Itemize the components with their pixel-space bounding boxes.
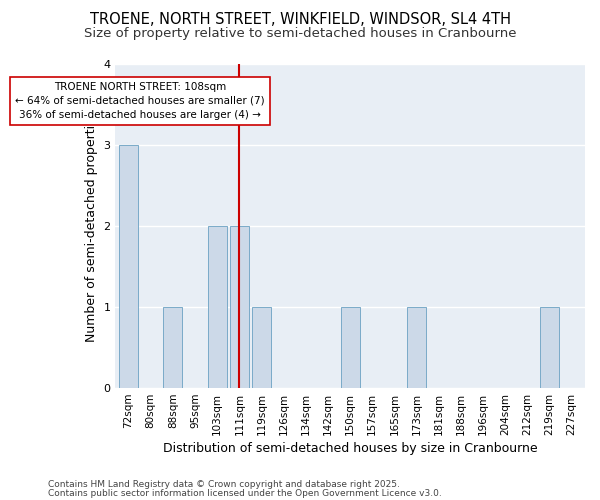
Text: Size of property relative to semi-detached houses in Cranbourne: Size of property relative to semi-detach… bbox=[84, 28, 516, 40]
Bar bbox=[252, 307, 271, 388]
Bar bbox=[341, 307, 359, 388]
Text: TROENE, NORTH STREET, WINKFIELD, WINDSOR, SL4 4TH: TROENE, NORTH STREET, WINKFIELD, WINDSOR… bbox=[89, 12, 511, 28]
Text: Contains HM Land Registry data © Crown copyright and database right 2025.: Contains HM Land Registry data © Crown c… bbox=[48, 480, 400, 489]
Y-axis label: Number of semi-detached properties: Number of semi-detached properties bbox=[85, 110, 98, 342]
Bar bbox=[119, 145, 138, 388]
Bar bbox=[208, 226, 227, 388]
Text: TROENE NORTH STREET: 108sqm
← 64% of semi-detached houses are smaller (7)
36% of: TROENE NORTH STREET: 108sqm ← 64% of sem… bbox=[15, 82, 265, 120]
Bar bbox=[230, 226, 249, 388]
X-axis label: Distribution of semi-detached houses by size in Cranbourne: Distribution of semi-detached houses by … bbox=[163, 442, 538, 455]
Bar bbox=[540, 307, 559, 388]
Bar bbox=[163, 307, 182, 388]
Bar bbox=[407, 307, 426, 388]
Text: Contains public sector information licensed under the Open Government Licence v3: Contains public sector information licen… bbox=[48, 488, 442, 498]
